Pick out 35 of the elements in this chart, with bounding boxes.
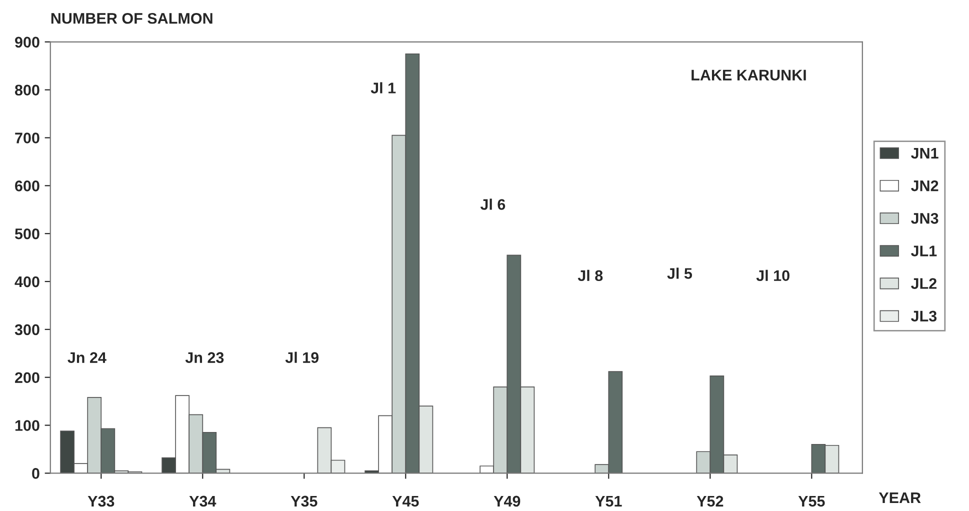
y-tick-label: 100 bbox=[15, 420, 40, 431]
legend-label: JN2 bbox=[911, 180, 938, 192]
y-tick-label: 300 bbox=[14, 324, 40, 336]
x-tick-label: Y33 bbox=[88, 496, 114, 507]
annotation: Jl 19 bbox=[285, 352, 319, 363]
x-tick-label: Y34 bbox=[189, 496, 216, 507]
legend-label: JN1 bbox=[911, 148, 938, 159]
legend-label: JN3 bbox=[911, 212, 938, 224]
y-tick-label: 900 bbox=[15, 36, 40, 48]
x-tick-label: Y52 bbox=[696, 496, 724, 507]
y-tick-label: 400 bbox=[14, 276, 40, 288]
y-tick-label: 800 bbox=[14, 84, 40, 96]
legend-label: JL3 bbox=[911, 310, 937, 322]
y-tick-label: 500 bbox=[14, 228, 40, 240]
annotation: Jn 23 bbox=[185, 352, 224, 364]
annotation: LAKE KARUNKI bbox=[692, 70, 806, 81]
legend-label: JL1 bbox=[911, 246, 937, 256]
annotation: Jl 10 bbox=[756, 270, 790, 282]
x-tick-label: Y49 bbox=[494, 496, 520, 507]
x-tick-label: Y55 bbox=[798, 496, 825, 507]
annotation: Jl 6 bbox=[480, 198, 506, 210]
y-tick-label: 700 bbox=[15, 132, 40, 144]
x-tick-label: Y51 bbox=[595, 496, 622, 507]
annotation: Jl 1 bbox=[370, 82, 396, 94]
annotation: Jn 24 bbox=[68, 352, 106, 363]
y-tick-label: 0 bbox=[32, 468, 40, 479]
x-tick-label: Y45 bbox=[392, 496, 419, 507]
annotation: Jl 5 bbox=[667, 268, 692, 279]
y-axis-title: NUMBER OF SALMON bbox=[51, 12, 212, 24]
y-tick-label: 200 bbox=[15, 372, 40, 384]
y-tick-label: 600 bbox=[15, 180, 40, 192]
annotation: Jl 8 bbox=[578, 270, 603, 282]
legend-label: JL2 bbox=[911, 278, 936, 289]
x-axis-title: YEAR bbox=[878, 492, 921, 504]
x-tick-label: Y35 bbox=[290, 496, 318, 507]
